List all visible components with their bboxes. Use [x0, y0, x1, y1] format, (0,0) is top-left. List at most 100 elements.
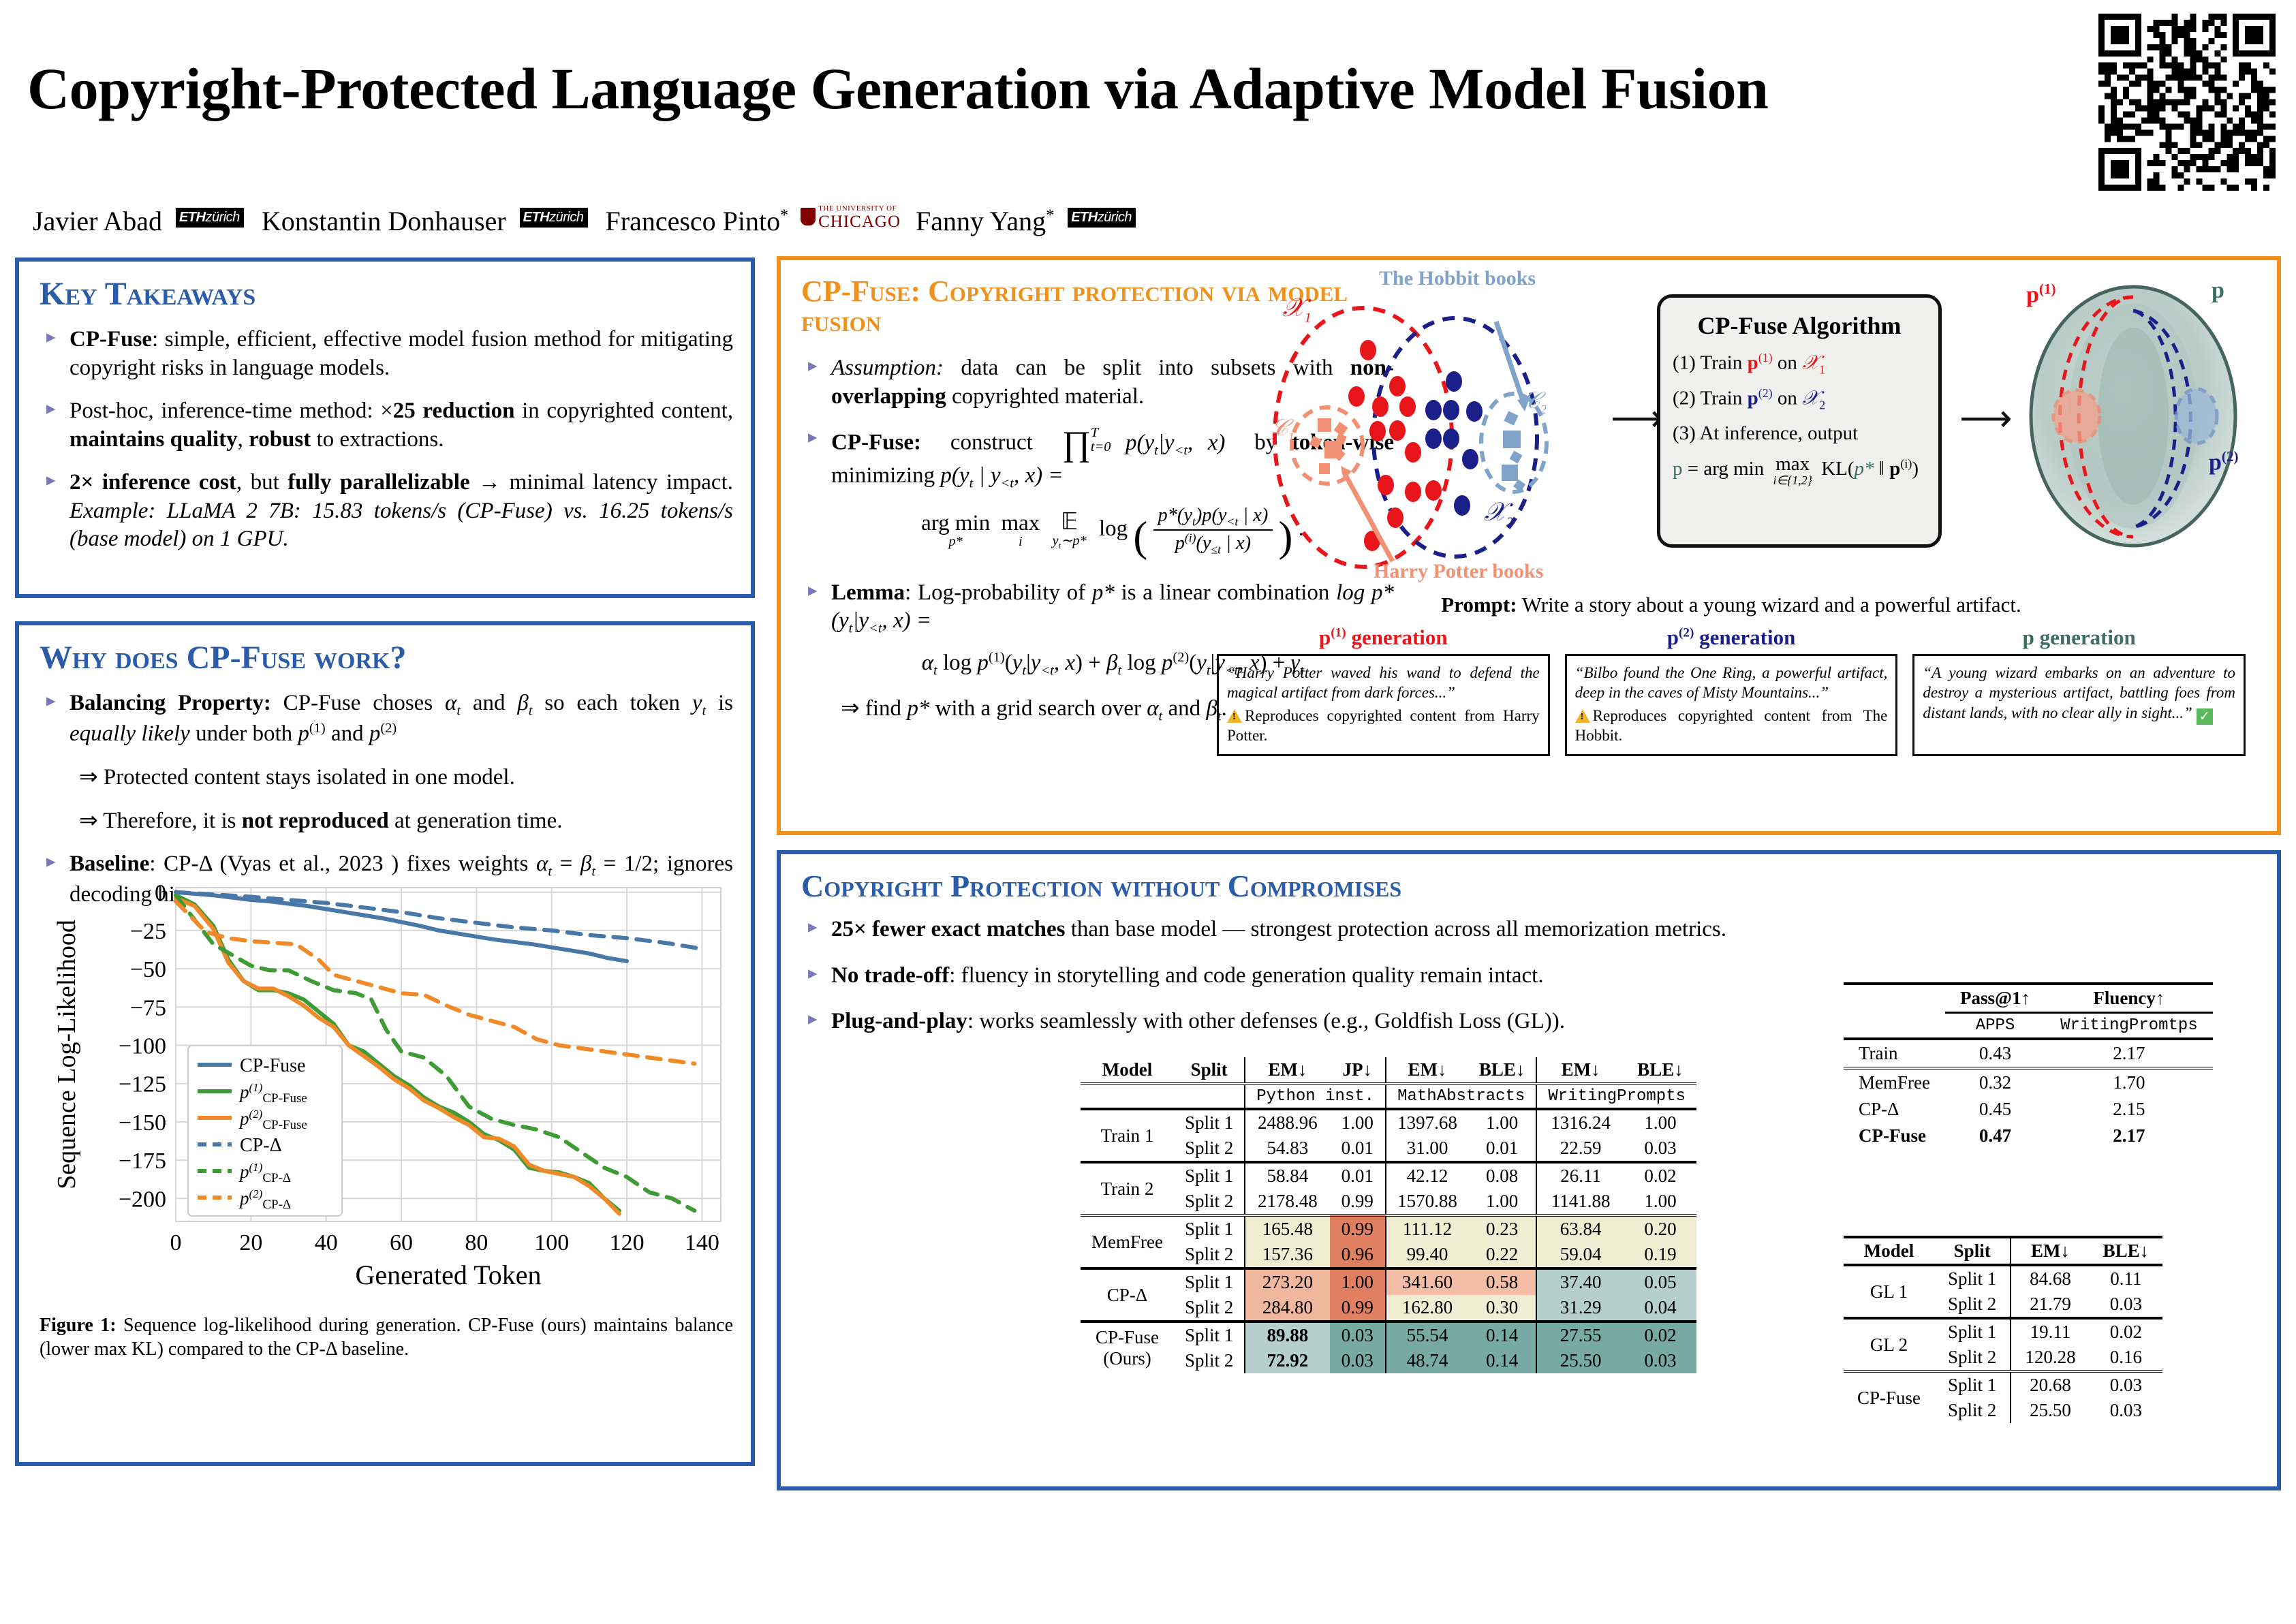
- table-header: Fluency↑: [2045, 984, 2213, 1014]
- sub-header: WritingPromtps: [2060, 1016, 2198, 1035]
- table-header: EM↓: [1244, 1057, 1330, 1084]
- table-cell: 1141.88: [1536, 1189, 1624, 1215]
- table-header: BLE↓: [1637, 1059, 1684, 1080]
- harry-potter-books-label: Harry Potter books: [1374, 560, 1544, 582]
- list-item: CP-Fuse: simple, efficient, effective mo…: [40, 325, 733, 382]
- row-model-label: Train 1: [1100, 1125, 1154, 1146]
- svg-text:−100: −100: [119, 1034, 166, 1059]
- row-split-label: Split 1: [1184, 1219, 1234, 1239]
- warning-icon: [1227, 708, 1242, 723]
- svg-text:−175: −175: [119, 1149, 166, 1174]
- x2-label: 𝒳2: [1484, 498, 1513, 530]
- table-cell: 0.05: [1624, 1268, 1696, 1295]
- row-model-label: CP-Fuse: [1857, 1387, 1921, 1408]
- row-split-label: Split 1: [1184, 1112, 1234, 1133]
- table-cell: 0.03: [1644, 1138, 1677, 1158]
- table-cell: 19.11: [2010, 1318, 2090, 1345]
- table-header: Split: [1953, 1240, 1991, 1261]
- table-cell: 26.11: [1536, 1162, 1624, 1189]
- row-model-label: CP-Δ: [1106, 1284, 1148, 1305]
- table-cell: 0.01: [1341, 1138, 1374, 1158]
- table-cell: 0.03: [1624, 1348, 1696, 1373]
- why-works-panel: Why does CP-Fuse work? Balancing Propert…: [15, 621, 755, 1466]
- algorithm-step-1: (1) Train p(1) on 𝒳1: [1673, 351, 1826, 377]
- lemma-equation: αt log p(1)(yt|y<t, x) + βt log p(2)(yt|…: [921, 649, 1304, 678]
- dataset-label: Python inst.: [1244, 1084, 1386, 1109]
- list-item: Post-hoc, inference-time method: ×25 red…: [40, 396, 733, 454]
- table-cell: 273.20: [1244, 1268, 1330, 1295]
- table-cell: 0.19: [1624, 1242, 1696, 1268]
- table-row: CP-Fuse 0.47 2.17: [1844, 1123, 2213, 1149]
- table-cell: 0.03: [1329, 1348, 1386, 1373]
- cp-fuse-diagram: The Hobbit books Harry Potter books 𝒳1 𝒳…: [1217, 267, 2246, 587]
- table-cell: 0.96: [1329, 1242, 1386, 1268]
- table-cell: 1.00: [1341, 1112, 1374, 1133]
- table-header: Pass@1↑: [1944, 984, 2046, 1014]
- table-header: EM↓: [1385, 1057, 1468, 1084]
- venn-p1-label: p(1): [2026, 281, 2056, 308]
- table-cell: 1570.88: [1385, 1189, 1468, 1215]
- svg-text:−150: −150: [119, 1110, 166, 1136]
- row-model-label: Train 2: [1100, 1178, 1154, 1199]
- table-row: MemFree 0.32 1.70: [1844, 1068, 2213, 1096]
- table-cell: 1397.68: [1385, 1109, 1468, 1136]
- svg-text:−200: −200: [119, 1187, 166, 1212]
- svg-text:100: 100: [534, 1230, 569, 1255]
- table-cell: 341.60: [1385, 1268, 1468, 1295]
- prompt-line: Prompt: Write a story about a young wiza…: [1441, 593, 2021, 616]
- table-cell: 0.02: [1644, 1166, 1677, 1186]
- key-takeaways-list: CP-Fuse: simple, efficient, effective mo…: [40, 325, 733, 554]
- table-row: Split 2 25.50 0.03: [1844, 1398, 2162, 1423]
- svg-text:120: 120: [610, 1230, 645, 1255]
- table-row: Split 2 21.79 0.03: [1844, 1292, 2162, 1318]
- table-cell: 0.47: [1979, 1125, 2012, 1146]
- table-cell: 0.99: [1329, 1295, 1386, 1322]
- svg-text:CP-Fuse: CP-Fuse: [240, 1055, 305, 1076]
- warning-icon: [1574, 708, 1590, 723]
- table-row: CP-Δ Split 1 273.20 1.00 341.60 0.58 37.40 0.05: [1081, 1268, 1696, 1305]
- svg-text:40: 40: [315, 1230, 338, 1255]
- venn-p2-label: p(2): [2209, 448, 2239, 475]
- row-split-label: Split 2: [1184, 1191, 1234, 1211]
- svg-text:140: 140: [685, 1230, 719, 1255]
- table-row: CP-Δ 0.45 2.15: [1844, 1096, 2213, 1123]
- eth-zurich-logo: ETHzürich: [1068, 208, 1136, 228]
- table-cell: 0.04: [1624, 1295, 1696, 1322]
- table-cell: 58.84: [1244, 1162, 1330, 1189]
- generation-title: p(1) generation: [1319, 625, 1448, 649]
- arrow-right-icon: ⟶: [1611, 398, 1664, 439]
- svg-text:0: 0: [170, 1230, 182, 1255]
- svg-text:60: 60: [390, 1230, 413, 1255]
- table-cell: 0.03: [1329, 1322, 1386, 1348]
- hobbit-books-label: The Hobbit books: [1379, 267, 1536, 290]
- table-cell: 21.79: [2010, 1292, 2090, 1318]
- row-split-label: Split 2: [1948, 1294, 1997, 1314]
- table-cell: 0.02: [1624, 1322, 1696, 1348]
- table-cell: 2.15: [2113, 1099, 2145, 1119]
- table-row: CP-Fuse (Ours) Split 1 89.88 0.03 55.54 0.14 27…: [1081, 1322, 1696, 1369]
- list-item: Balancing Property: CP-Fuse choses αt an…: [40, 689, 733, 749]
- page-title: Copyright-Protected Language Generation …: [27, 56, 1769, 121]
- author-3: Fanny Yang*: [916, 206, 1055, 236]
- table-cell: 55.54: [1385, 1322, 1468, 1348]
- why-works-heading: Why does CP-Fuse work?: [40, 640, 407, 676]
- table-cell: 72.92: [1244, 1348, 1330, 1373]
- table-cell: 0.08: [1485, 1166, 1519, 1186]
- table-cell: 2178.48: [1244, 1189, 1330, 1215]
- generation-box: “A young wizard embarks on an adventure …: [1912, 654, 2246, 756]
- data-split-venn-diagram: [1273, 306, 1549, 569]
- row-model-label: GL 2: [1870, 1334, 1908, 1355]
- table-cell: 0.14: [1468, 1348, 1537, 1373]
- table-cell: 99.40: [1385, 1242, 1468, 1268]
- list-item: 25× fewer exact matches than base model …: [801, 915, 2250, 944]
- table-cell: 1.00: [1644, 1112, 1677, 1133]
- table-row: GL 2 Split 1 19.11 0.02: [1844, 1318, 2163, 1355]
- chart-svg: 0 20 40 60 80 100 120 140 0 −25 −50 −75 −100 −125 −150…: [52, 881, 722, 1290]
- svg-text:CP-Δ: CP-Δ: [240, 1135, 282, 1156]
- sequence-loglikelihood-chart: 0 20 40 60 80 100 120 140 0 −25 −50 −75 −100 −125 −150…: [40, 867, 734, 1303]
- list-item: Lemma: Log-probability of p* is a linear…: [801, 578, 1394, 680]
- table-row: GL 1 Split 1 84.68 0.11: [1844, 1265, 2163, 1302]
- svg-text:Generated Token: Generated Token: [355, 1260, 541, 1290]
- row-split-label: Split 2: [1184, 1297, 1234, 1317]
- table-row: CP-Fuse Split 1 20.68 0.03: [1844, 1371, 2163, 1408]
